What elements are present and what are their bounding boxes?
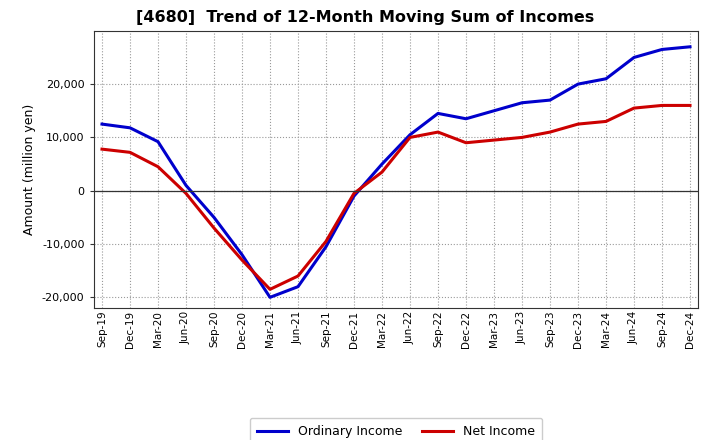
Ordinary Income xyxy=(546,97,554,103)
Ordinary Income xyxy=(490,108,498,114)
Line: Ordinary Income: Ordinary Income xyxy=(102,47,690,297)
Ordinary Income xyxy=(266,295,274,300)
Ordinary Income xyxy=(294,284,302,290)
Ordinary Income xyxy=(685,44,694,49)
Ordinary Income xyxy=(405,132,414,137)
Ordinary Income xyxy=(153,139,162,144)
Ordinary Income xyxy=(574,81,582,87)
Net Income xyxy=(602,119,611,124)
Net Income xyxy=(210,225,218,231)
Ordinary Income xyxy=(378,161,387,167)
Net Income xyxy=(126,150,135,155)
Line: Net Income: Net Income xyxy=(102,106,690,290)
Net Income xyxy=(546,129,554,135)
Net Income xyxy=(98,147,107,152)
Net Income xyxy=(657,103,666,108)
Ordinary Income xyxy=(98,121,107,127)
Net Income xyxy=(238,257,246,263)
Net Income xyxy=(266,287,274,292)
Ordinary Income xyxy=(350,194,359,199)
Net Income xyxy=(153,164,162,169)
Net Income xyxy=(518,135,526,140)
Ordinary Income xyxy=(602,76,611,81)
Net Income xyxy=(405,135,414,140)
Net Income xyxy=(181,191,190,196)
Net Income xyxy=(294,273,302,279)
Ordinary Income xyxy=(433,111,442,116)
Net Income xyxy=(490,137,498,143)
Net Income xyxy=(630,106,639,111)
Net Income xyxy=(378,169,387,175)
Ordinary Income xyxy=(518,100,526,106)
Net Income xyxy=(433,129,442,135)
Ordinary Income xyxy=(322,244,330,249)
Net Income xyxy=(462,140,470,145)
Ordinary Income xyxy=(630,55,639,60)
Ordinary Income xyxy=(657,47,666,52)
Net Income xyxy=(574,121,582,127)
Ordinary Income xyxy=(181,183,190,188)
Net Income xyxy=(685,103,694,108)
Y-axis label: Amount (million yen): Amount (million yen) xyxy=(23,104,37,235)
Text: [4680]  Trend of 12-Month Moving Sum of Incomes: [4680] Trend of 12-Month Moving Sum of I… xyxy=(136,11,594,26)
Ordinary Income xyxy=(462,116,470,121)
Ordinary Income xyxy=(238,252,246,257)
Ordinary Income xyxy=(126,125,135,130)
Net Income xyxy=(322,239,330,244)
Ordinary Income xyxy=(210,215,218,220)
Legend: Ordinary Income, Net Income: Ordinary Income, Net Income xyxy=(250,418,542,440)
Net Income xyxy=(350,191,359,196)
